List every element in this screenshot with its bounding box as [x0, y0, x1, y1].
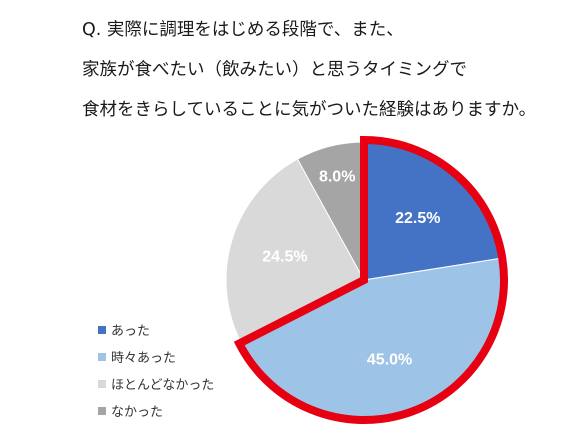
legend-label-0: あった	[111, 324, 151, 339]
question-title: Q. 実際に調理をはじめる段階で、また、 家族が食べたい（飲みたい）と思うタイミ…	[82, 10, 552, 130]
question-line-2: 家族が食べたい（飲みたい）と思うタイミングで	[82, 60, 467, 80]
legend-item-0: あった	[98, 316, 214, 343]
pie-slices	[225, 141, 503, 419]
legend-item-3: なかった	[98, 397, 214, 424]
legend-swatch-1	[98, 352, 106, 361]
pie-slice-label-3: 8.0%	[319, 169, 355, 186]
legend-swatch-0	[98, 325, 106, 334]
highlight-outline	[233, 135, 508, 424]
legend-swatch-3	[98, 406, 106, 415]
legend-item-2: ほとんどなかった	[98, 370, 214, 397]
question-line-1: Q. 実際に調理をはじめる段階で、また、	[82, 20, 404, 40]
legend-label-2: ほとんどなかった	[111, 378, 215, 393]
legend-label-1: 時々あった	[111, 351, 177, 366]
pie-slice-labels: 22.5% 45.0% 24.5% 8.0%	[262, 169, 440, 369]
legend-label-3: なかった	[111, 405, 164, 420]
pie-slice-label-2: 24.5%	[262, 249, 307, 266]
chart-legend: あった時々あったほとんどなかった なかった	[98, 316, 214, 424]
pie-slice-label-0: 22.5%	[395, 210, 440, 227]
pie-slice-label-1: 45.0%	[367, 352, 412, 369]
legend-item-1: 時々あった	[98, 343, 214, 370]
question-line-3: 食材をきらしていることに気がついた経験はありますか。	[82, 100, 537, 120]
legend-swatch-2	[98, 379, 106, 388]
